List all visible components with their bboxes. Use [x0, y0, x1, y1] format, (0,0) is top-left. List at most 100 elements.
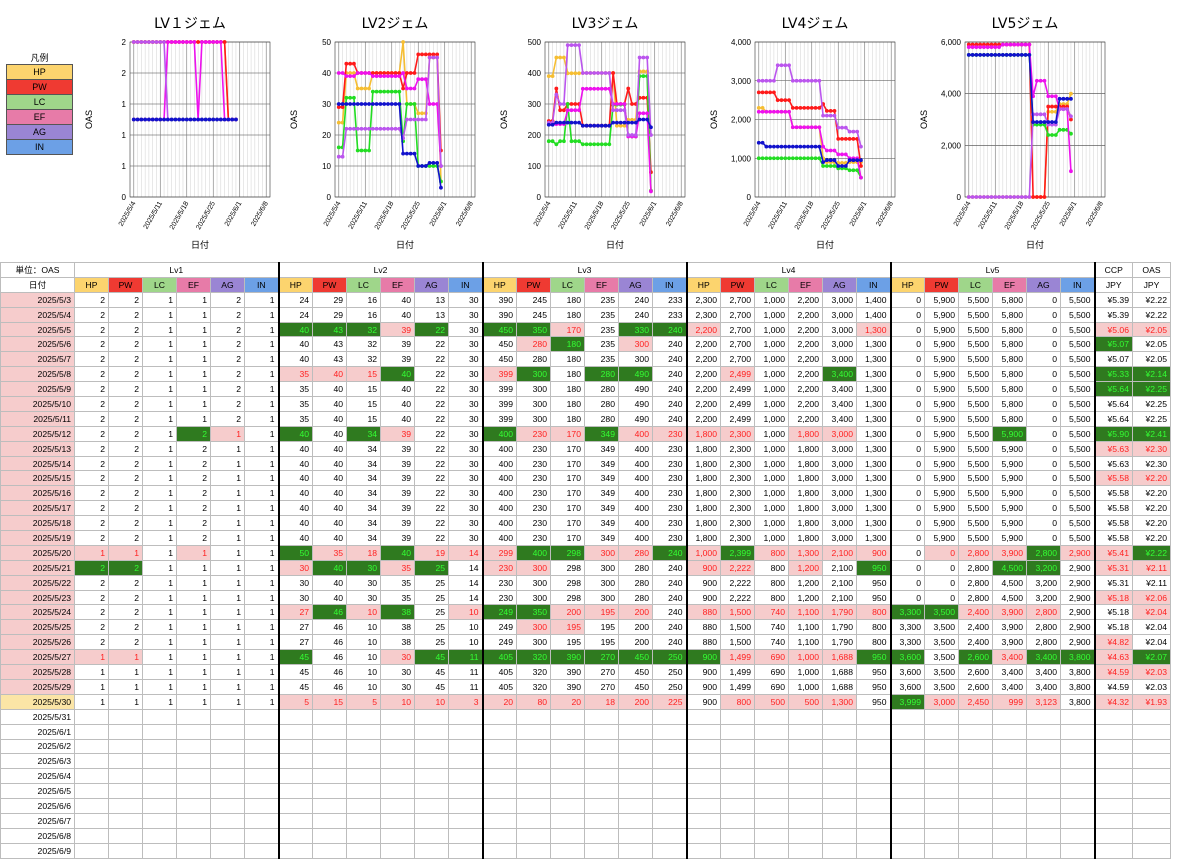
data-point-pw	[836, 136, 841, 141]
table-cell	[924, 842, 959, 859]
table-cell: 1,400	[856, 291, 891, 308]
table-cell: 2,200	[788, 351, 823, 368]
stat-header-ag: AG	[822, 276, 857, 293]
data-point-in	[367, 102, 371, 106]
data-point-pw	[386, 71, 390, 75]
table-cell: 2,300	[720, 500, 755, 517]
table-cell: 0	[1026, 306, 1061, 323]
table-cell	[720, 708, 755, 725]
table-cell: 39	[380, 321, 415, 338]
table-cell	[516, 798, 551, 814]
table-cell: 2,800	[1026, 634, 1061, 651]
data-point-in	[828, 158, 833, 163]
table-cell: 233	[652, 291, 687, 308]
table-cell: 1	[244, 664, 279, 680]
table-cell: ¥4.32	[1093, 693, 1133, 710]
table-cell: 1	[210, 470, 245, 487]
table-cell: 5,900	[924, 455, 959, 472]
table-cell: 30	[448, 410, 483, 427]
table-cell: 40	[312, 589, 347, 606]
table-cell: 1	[142, 500, 177, 517]
data-point-ef	[859, 175, 863, 180]
table-cell: 30	[380, 664, 415, 680]
table-cell: 5,500	[1060, 425, 1095, 442]
table-cell: 5,900	[924, 485, 959, 502]
table-cell	[481, 842, 517, 859]
table-cell	[652, 768, 687, 785]
data-point-lc	[580, 142, 585, 147]
data-point-in	[584, 123, 589, 128]
table-cell: 5,500	[1060, 306, 1095, 323]
table-cell: 399	[481, 366, 517, 383]
table-cell: 390	[481, 306, 517, 323]
data-point-ef	[641, 111, 646, 116]
data-point-lc	[1046, 133, 1051, 137]
table-cell: 2	[108, 381, 143, 398]
table-cell	[889, 827, 925, 844]
table-row: 2025/6/1	[0, 723, 1171, 740]
table-cell: 1	[210, 500, 245, 517]
table-cell: 1,000	[754, 425, 789, 442]
table-cell: 1	[142, 678, 177, 695]
data-point-pw	[824, 108, 829, 113]
data-point-lc	[779, 156, 784, 161]
table-cell: 1	[176, 381, 211, 398]
table-cell: 39	[380, 336, 415, 353]
date-cell: 2025/5/22	[0, 574, 75, 591]
data-point-in	[562, 120, 566, 125]
table-cell: 40	[312, 440, 347, 457]
data-point-ag	[966, 195, 971, 199]
data-point-ag	[562, 102, 566, 106]
data-point-in	[435, 161, 440, 165]
data-point-in	[974, 53, 979, 57]
table-cell: 170	[550, 500, 585, 517]
table-cell	[448, 783, 483, 800]
table-cell: 2,800	[958, 559, 993, 576]
legend-item-ag: AG	[6, 125, 73, 140]
table-row: 2025/6/7	[0, 812, 1171, 829]
data-point-ef	[355, 71, 360, 75]
table-row: 2025/5/4 2 2 1 1 2 1 24 29 16 40 13 30 390 245 180 235 24…	[0, 306, 1171, 323]
table-cell: 43	[312, 321, 347, 338]
table-cell: 1,000	[754, 306, 789, 323]
table-cell: 740	[754, 619, 789, 636]
data-point-pw	[382, 71, 387, 75]
table-cell: 1	[142, 559, 177, 576]
table-cell: 1,800	[685, 500, 721, 517]
date-cell: 2025/5/11	[0, 410, 75, 427]
table-cell	[380, 768, 415, 785]
table-cell	[244, 723, 279, 740]
table-cell	[618, 827, 653, 844]
table-cell: 2	[108, 589, 143, 606]
table-cell: 2,200	[685, 396, 721, 412]
table-cell	[652, 842, 687, 859]
table-cell	[108, 708, 143, 725]
table-cell: 10	[448, 619, 483, 636]
table-cell: 950	[856, 589, 891, 606]
data-point-ag	[1061, 107, 1066, 112]
data-point-pw	[408, 71, 413, 75]
data-point-in	[340, 102, 345, 106]
table-cell: 299	[481, 544, 517, 561]
data-point-hp	[558, 55, 563, 60]
table-cell: 18	[584, 693, 619, 710]
data-point-ag	[649, 133, 653, 137]
data-point-in	[131, 117, 136, 122]
xtick-label: 2025/5/11	[978, 200, 999, 230]
table-cell: 30	[448, 485, 483, 502]
data-point-ag	[565, 43, 570, 47]
data-point-ag	[806, 78, 810, 83]
table-cell	[720, 738, 755, 755]
table-row: 2025/5/11 2 2 1 1 2 1 35 40 15 40 22 30 399 300 180 280 4…	[0, 410, 1171, 427]
table-cell: 2,200	[685, 336, 721, 353]
table-cell: 29	[312, 306, 347, 323]
table-cell	[312, 708, 347, 725]
table-cell: 1,100	[788, 619, 823, 636]
data-point-ag	[135, 40, 140, 44]
table-cell	[924, 783, 959, 800]
data-point-ag	[970, 195, 975, 199]
table-cell	[312, 738, 347, 755]
data-point-in	[1061, 96, 1066, 101]
table-cell: 30	[277, 574, 313, 591]
data-point-lc	[554, 142, 559, 147]
